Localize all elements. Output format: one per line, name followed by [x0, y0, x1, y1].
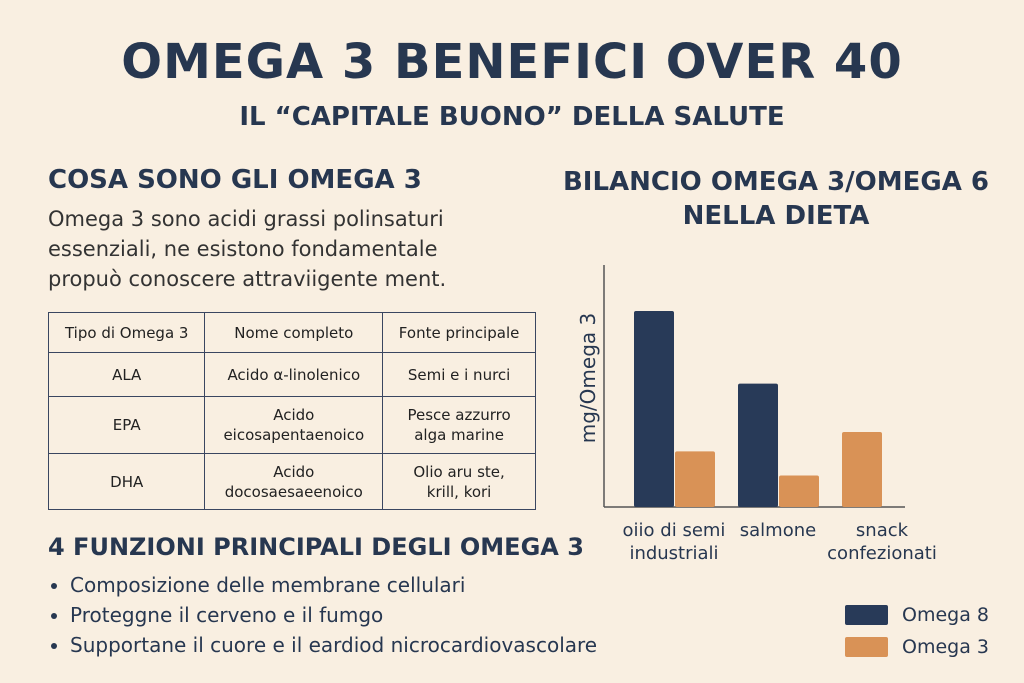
cell: Semi e i nurci	[382, 352, 536, 397]
bullet: Supportane il cuore e il eardiod nicroca…	[70, 630, 597, 660]
legend-label: Omega 3	[902, 636, 989, 658]
bar	[675, 451, 715, 507]
intro-text: Omega 3 sono acidi grassi polinsaturi es…	[48, 207, 447, 291]
subtitle: IL “CAPITALE BUONO” DELLA SALUTE	[239, 102, 785, 132]
title: OMEGA 3 BENEFICI OVER 40	[121, 34, 903, 90]
header-cell: Fonte principale	[382, 312, 536, 353]
bullet: Composizione delle membrane cellulari	[70, 570, 597, 600]
legend-swatch	[845, 637, 888, 657]
bar	[842, 431, 882, 507]
bar	[738, 383, 778, 507]
cell: EPA	[47, 396, 206, 454]
x-tick-label: oiio di semi industriali	[622, 520, 726, 564]
header-cell: Tipo di Omega 3	[47, 312, 206, 353]
x-tick-label: salmone	[739, 520, 817, 541]
bullet-list: Composizione delle membrane cellulari Pr…	[48, 570, 597, 660]
section-heading: COSA SONO GLI OMEGA 3	[48, 165, 422, 195]
cell: Olio aru ste, krill, kori	[382, 453, 536, 510]
legend-label: Omega 8	[902, 604, 989, 626]
legend-swatch	[845, 605, 888, 625]
bar	[779, 475, 819, 507]
x-tick-label: snack confezionati	[827, 520, 937, 564]
bullet: Proteggne il cerveno e il fumgo	[70, 600, 597, 630]
bar	[634, 310, 674, 507]
cell: DHA	[47, 453, 206, 510]
table: Tipo di Omega 3 Nome completo Fonte princi…	[47, 312, 536, 510]
cell: Pesce azzurro alga marine	[382, 396, 536, 454]
cell: Acido docosaesaeenoico	[204, 453, 384, 510]
section-heading: 4 FUNZIONI PRINCIPALI DEGLI OMEGA 3	[48, 533, 584, 561]
cell: Acido α-linolenico	[204, 352, 384, 397]
cell: ALA	[47, 352, 206, 397]
chart-title: BILANCIO OMEGA 3/OMEGA 6 NELLA DIETA	[562, 167, 990, 231]
